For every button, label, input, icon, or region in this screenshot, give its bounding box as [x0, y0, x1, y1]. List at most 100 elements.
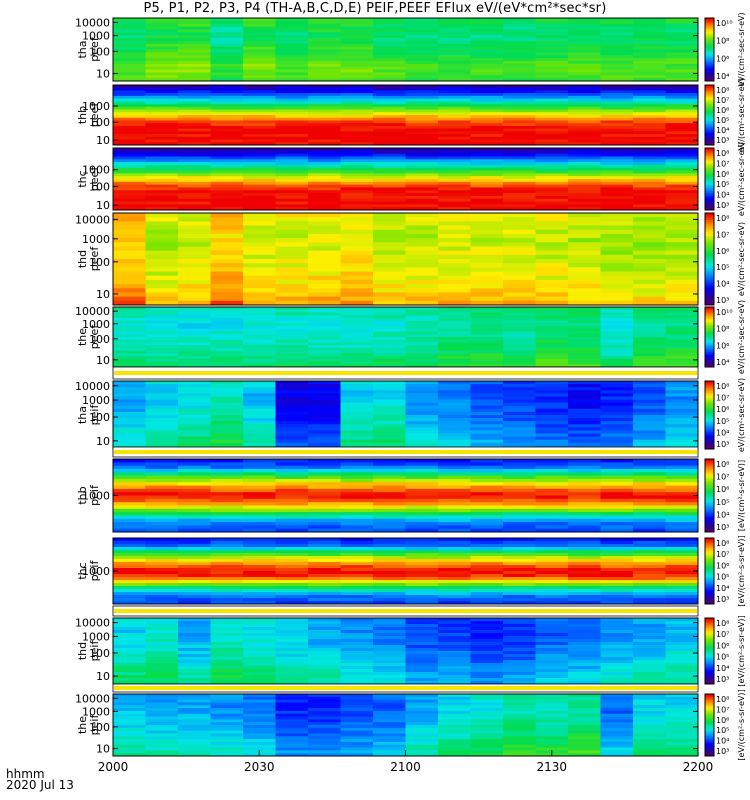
- heatmap-cell: [568, 275, 601, 281]
- heatmap-cell: [243, 32, 276, 36]
- heatmap-cell: [600, 225, 634, 231]
- heatmap-cell: [405, 309, 439, 313]
- heatmap-cell: [535, 492, 569, 496]
- heatmap-cell: [113, 207, 146, 211]
- heatmap-cell: [405, 630, 439, 634]
- heatmap-cell: [243, 621, 276, 625]
- heatmap-cell: [665, 672, 699, 676]
- heatmap-cell: [535, 719, 569, 723]
- heatmap-cell: [470, 87, 504, 91]
- heatmap-cell: [113, 739, 146, 743]
- heatmap-cell: [633, 242, 666, 247]
- heatmap-cell: [340, 439, 374, 444]
- heatmap-cell: [405, 750, 439, 754]
- heatmap-cell: [568, 52, 601, 56]
- heatmap-cell: [210, 156, 244, 160]
- heatmap-cell: [633, 106, 666, 110]
- heatmap-cell: [275, 26, 309, 30]
- heatmap-cell: [535, 23, 569, 27]
- colorbar-tick-label: 10⁸: [716, 325, 729, 334]
- heatmap-cell: [308, 204, 341, 208]
- heatmap-cell: [340, 488, 374, 493]
- heatmap-cell: [568, 508, 601, 513]
- heatmap-cell: [113, 402, 146, 407]
- heatmap-cell: [373, 29, 406, 33]
- y-tick-label: 10000: [75, 617, 110, 630]
- heatmap-cell: [503, 393, 536, 397]
- heatmap-cell: [210, 694, 244, 698]
- heatmap-cell: [633, 741, 666, 746]
- heatmap-cell: [340, 307, 374, 311]
- heatmap-cell: [340, 387, 374, 391]
- heatmap-cell: [373, 666, 406, 670]
- heatmap-cell: [568, 93, 601, 97]
- heatmap-cell: [373, 106, 406, 110]
- heatmap-cell: [113, 747, 146, 751]
- colorbar-cell: [705, 95, 714, 98]
- colorbar-cell: [705, 500, 714, 504]
- heatmap-cell: [633, 98, 666, 102]
- heatmap-cell: [340, 323, 374, 327]
- colorbar-cell: [705, 590, 714, 593]
- heatmap-cell: [113, 666, 146, 670]
- heatmap-cell: [373, 63, 406, 68]
- colorbar-frame: [704, 147, 715, 211]
- heatmap-cell: [243, 485, 276, 490]
- heatmap-cell: [503, 384, 536, 388]
- heatmap-cell: [243, 462, 276, 467]
- heatmap-cell: [275, 153, 309, 157]
- heatmap-cell: [210, 213, 244, 218]
- colorbar-cell: [705, 25, 714, 28]
- heatmap-cell: [340, 381, 374, 385]
- heatmap-cell: [178, 577, 211, 581]
- heatmap-cell: [340, 43, 374, 48]
- heatmap-cell: [470, 275, 504, 281]
- heatmap-cell: [600, 153, 634, 157]
- colorbar-cell: [705, 202, 714, 205]
- heatmap-cell: [178, 678, 211, 682]
- heatmap-cell: [633, 475, 666, 480]
- heatmap-cell: [600, 421, 634, 425]
- heatmap-cell: [568, 139, 601, 143]
- heatmap-cell: [243, 396, 276, 400]
- heatmap-cell: [243, 415, 276, 419]
- heatmap-cell: [438, 190, 471, 194]
- heatmap-cell: [373, 708, 406, 712]
- heatmap-cell: [405, 331, 439, 335]
- panel-thd-peef: 10000100010010thdpeef10⁸10⁷10⁶10⁵10⁴10³e…: [75, 212, 746, 306]
- heatmap-cell: [113, 90, 146, 94]
- heatmap-cell: [503, 468, 536, 473]
- heatmap-cell: [178, 485, 211, 490]
- heatmap-cell: [600, 101, 634, 105]
- heatmap-cell: [178, 512, 211, 516]
- colorbar-cell: [705, 291, 714, 294]
- heatmap-cell: [145, 35, 179, 39]
- heatmap-cell: [535, 339, 569, 343]
- heatmap-cell: [340, 574, 374, 578]
- heatmap-cell: [275, 284, 309, 289]
- heatmap-cell: [275, 741, 309, 746]
- heatmap-cell: [600, 350, 634, 354]
- heatmap-cell: [145, 275, 179, 281]
- heatmap-cell: [178, 402, 211, 407]
- heatmap-cell: [275, 639, 309, 643]
- panel-ylabel-line2: peif: [88, 714, 101, 736]
- heatmap-cell: [308, 522, 341, 526]
- colorbar-cell: [705, 561, 714, 564]
- heatmap-cell: [145, 505, 179, 510]
- colorbar-cell: [705, 748, 714, 751]
- colorbar-cell: [705, 277, 714, 281]
- heatmap-cell: [243, 136, 276, 140]
- heatmap-cell: [275, 167, 309, 171]
- heatmap-cell: [243, 427, 276, 431]
- heatmap-cell: [633, 259, 666, 264]
- heatmap-cell: [145, 38, 179, 42]
- heatmap-cell: [470, 505, 504, 510]
- heatmap-cell: [308, 485, 341, 490]
- heatmap-cell: [470, 722, 504, 726]
- heatmap-cell: [308, 618, 341, 622]
- heatmap-cell: [275, 678, 309, 682]
- heatmap-cell: [665, 181, 699, 186]
- heatmap-cell: [535, 636, 569, 640]
- heatmap-cell: [210, 32, 244, 36]
